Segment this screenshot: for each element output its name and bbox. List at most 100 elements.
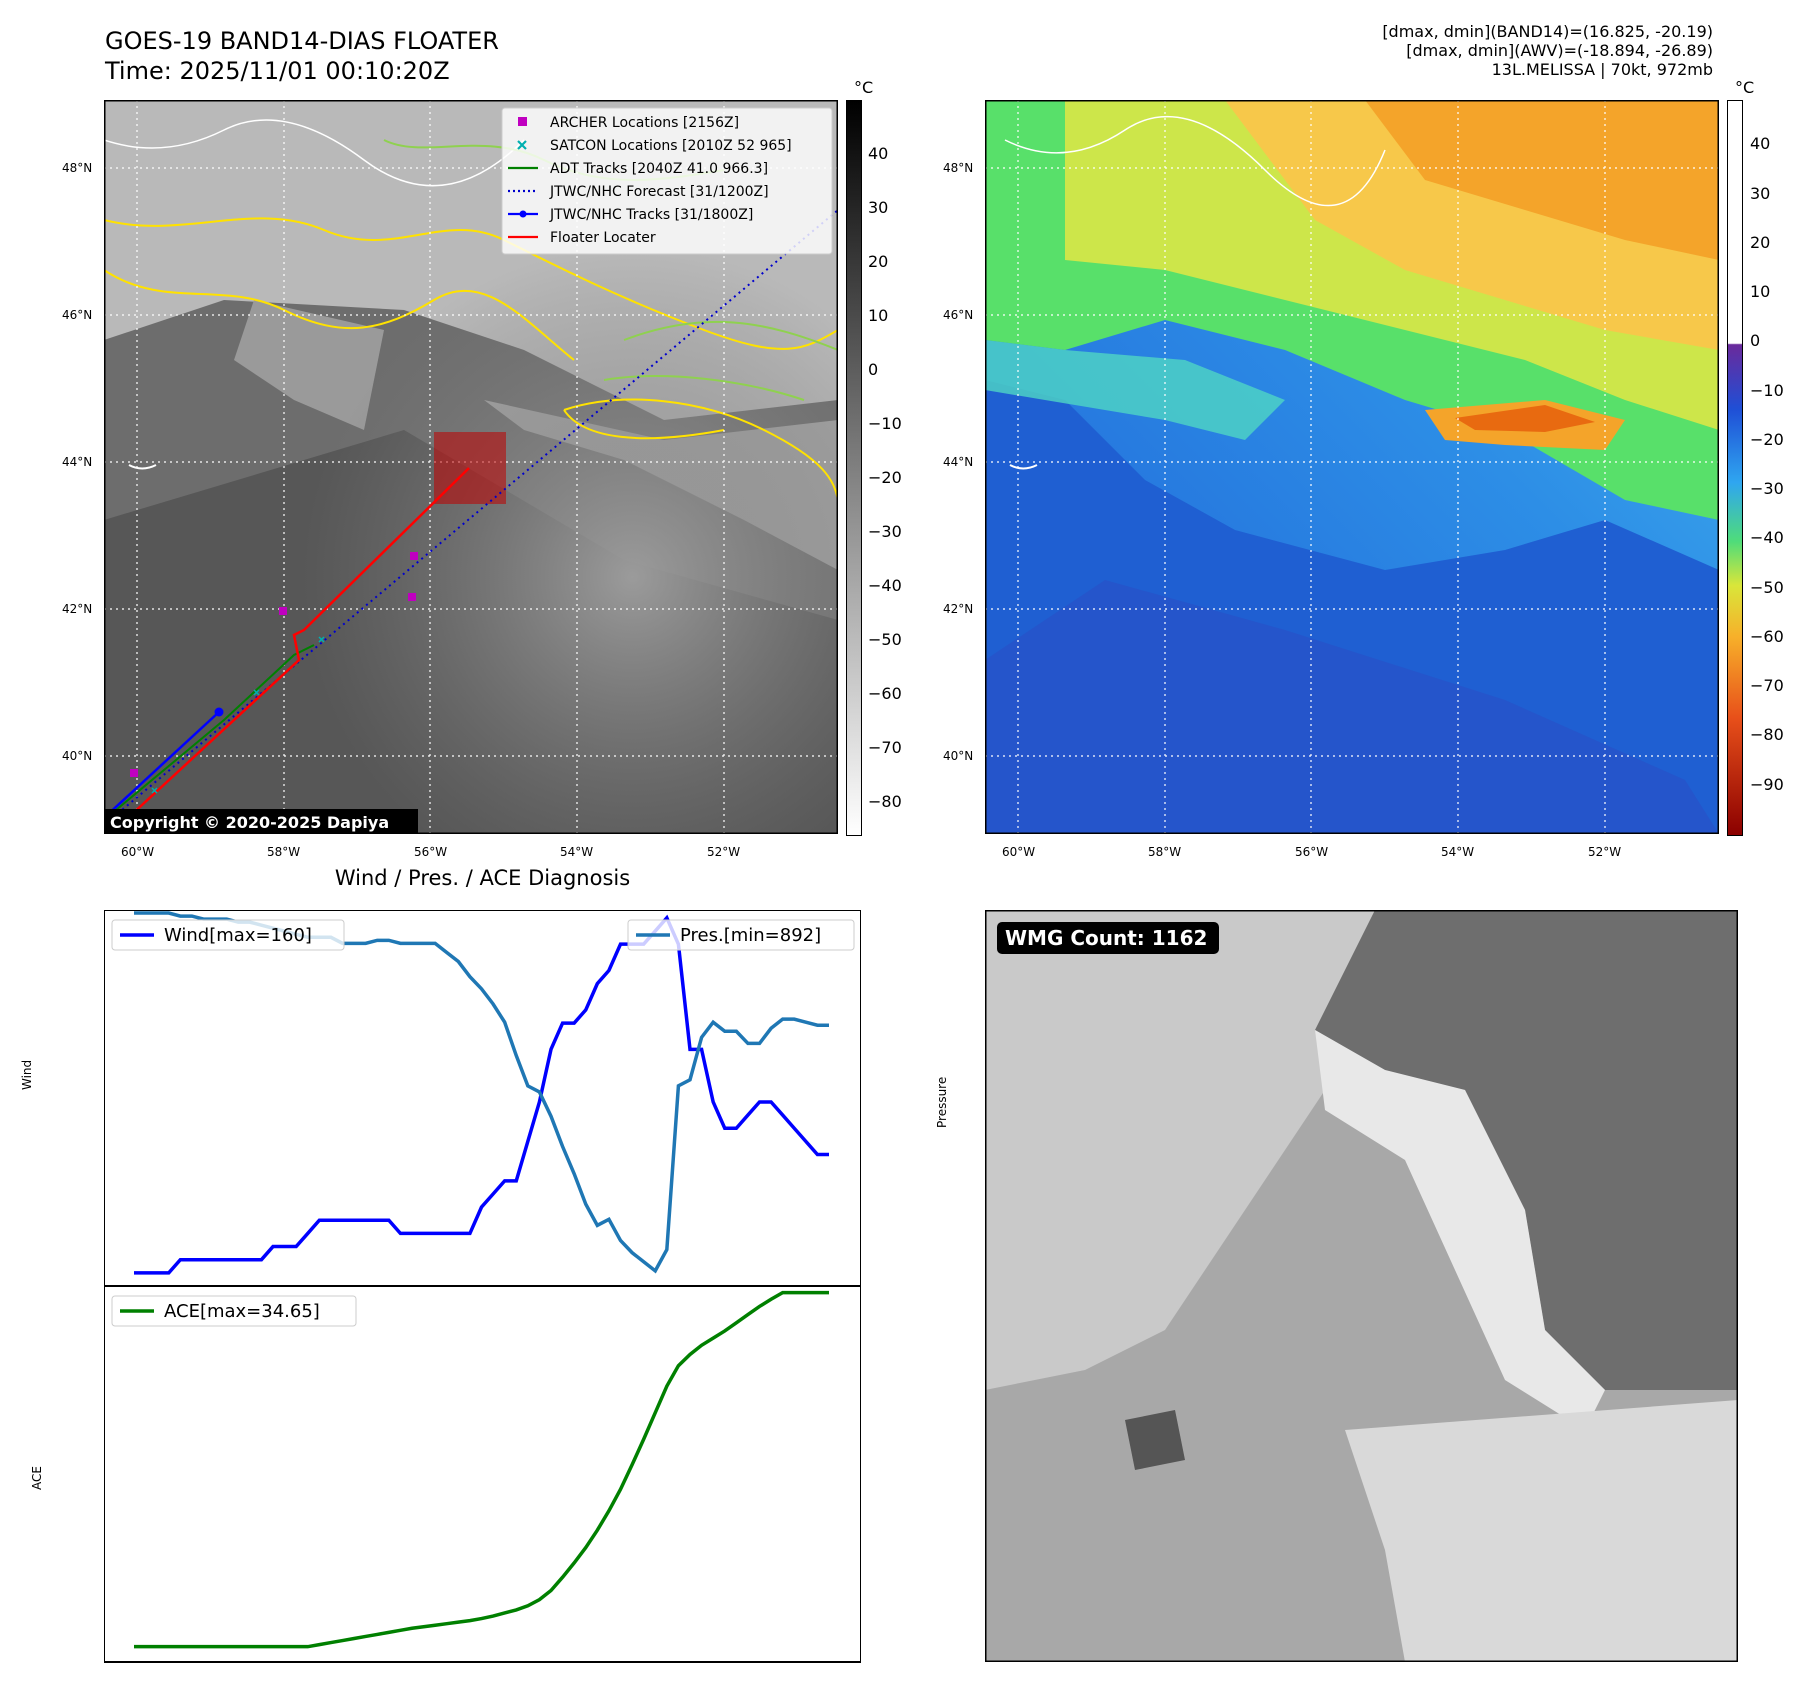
colorbar-tick: −10 (868, 413, 902, 433)
lat-tick: 46°N (62, 308, 93, 322)
lon-tick: 52°W (1588, 845, 1622, 859)
colorbar-unit: °C (854, 78, 874, 97)
satcon-points (151, 636, 325, 794)
nhc-track-point (214, 707, 224, 717)
colorbar-tick: −50 (1750, 577, 1784, 597)
colorbar-tick: −10 (1750, 380, 1784, 400)
colorbar-tick: −60 (868, 683, 902, 703)
legend-label: ADT Tracks [2040Z 41.0 966.3] (550, 161, 768, 177)
colorbar-tick: −20 (868, 467, 902, 487)
stats-storm: 13L.MELISSA | 70kt, 972mb (1491, 60, 1713, 79)
wmg-count: WMG Count: 1162 (1005, 926, 1207, 950)
legend-label: JTWC/NHC Tracks [31/1800Z] (549, 207, 753, 223)
lat-tick: 44°N (943, 455, 974, 469)
legend-box (111, 1295, 357, 1327)
archer-point (410, 552, 418, 560)
wmg-count-box (997, 922, 1219, 954)
colorbar-tick: 10 (868, 305, 889, 325)
ace-legend: ACE[max=34.65] (111, 1295, 357, 1327)
archer-point (130, 769, 138, 777)
legend-label: Floater Locater (550, 230, 656, 246)
lat-tick: 40°N (62, 749, 93, 763)
lat-tick: 44°N (62, 455, 93, 469)
lat-tick: 40°N (943, 749, 974, 763)
legend-item: JTWC/NHC Tracks [31/1800Z] (508, 207, 753, 223)
wmg-panel: WMG Count: 1162 (985, 910, 1738, 1662)
lat-tick: 48°N (943, 161, 974, 175)
archer-point (279, 607, 287, 615)
chart-time: Time: 2025/11/01 00:10:20Z (105, 57, 450, 85)
grid-lines (985, 100, 1719, 834)
legend-label: JTWC/NHC Forecast [31/1200Z] (549, 184, 769, 200)
ace-axis-label: ACE (30, 1466, 44, 1490)
colorbar-tick: 0 (1750, 331, 1761, 351)
stats-awv: [dmax, dmin](AWV)=(-18.894, -26.89) (1406, 41, 1713, 60)
adt-track (104, 644, 315, 821)
ace-line (134, 1290, 829, 1649)
pressure-legend: Pres.[min=892] (627, 919, 855, 951)
floater-locater-track (108, 467, 470, 834)
legend-label: ACE[max=34.65] (164, 1301, 320, 1322)
lon-tick: 54°W (1441, 845, 1475, 859)
stats-block: [dmax, dmin](BAND14)=(16.825, -20.19) [d… (1013, 22, 1713, 79)
ir-satellite-map: ARCHER Locations [2156Z] SATCON Locations… (104, 100, 838, 834)
colorbar-tick: −50 (868, 629, 902, 649)
colorbar-tick: 20 (868, 251, 889, 271)
legend-marker (517, 140, 527, 150)
lon-tick: 54°W (560, 845, 594, 859)
colorbar-tick: −30 (1750, 479, 1784, 499)
ir-colorbar (846, 100, 862, 836)
legend-item: ADT Tracks [2040Z 41.0 966.3] (508, 161, 768, 177)
wind-line (134, 914, 829, 1275)
lat-tick: 42°N (943, 602, 974, 616)
wind-legend: Wind[max=160] (111, 919, 345, 951)
legend-item: JTWC/NHC Forecast [31/1200Z] (508, 184, 769, 200)
legend-marker (518, 117, 527, 126)
ace-panel (104, 1285, 861, 1663)
lon-tick: 60°W (121, 845, 155, 859)
lat-tick: 46°N (943, 308, 974, 322)
colorbar-tick: −80 (868, 791, 902, 811)
colorbar-tick: −60 (1750, 626, 1784, 646)
lat-tick: 42°N (62, 602, 93, 616)
lon-tick: 52°W (707, 845, 741, 859)
legend-label: Wind[max=160] (164, 925, 312, 946)
lat-tick: 48°N (62, 161, 93, 175)
colorbar-tick: 30 (868, 197, 889, 217)
stats-band14: [dmax, dmin](BAND14)=(16.825, -20.19) (1382, 22, 1713, 41)
colorbar-tick: −90 (1750, 774, 1784, 794)
diagnosis-chart: 16014012010080604020 1000980960940920900… (104, 910, 861, 1663)
nhc-track (104, 711, 220, 819)
legend-label: SATCON Locations [2010Z 52 965] (550, 138, 792, 154)
legend: ARCHER Locations [2156Z] SATCON Locations… (501, 107, 833, 255)
colorbar-tick: 40 (1750, 134, 1771, 154)
colorbar-tick: 20 (1750, 232, 1771, 252)
colorbar-tick: 10 (1750, 282, 1771, 302)
copyright-text: Copyright © 2020-2025 Dapiya (110, 813, 389, 832)
colorbar-tick: 40 (868, 143, 889, 163)
color-ir-colorbar (1727, 100, 1743, 836)
colorbar-tick: −40 (1750, 528, 1784, 548)
colorbar-tick: −80 (1750, 725, 1784, 745)
colorbar-unit: °C (1735, 78, 1755, 97)
colorbar-tick: −70 (868, 737, 902, 757)
lon-tick: 58°W (267, 845, 301, 859)
color-ir-map (985, 100, 1719, 834)
legend-marker-dot (519, 210, 527, 218)
diagnosis-title: Wind / Pres. / ACE Diagnosis (334, 866, 631, 890)
legend-label: ARCHER Locations [2156Z] (550, 115, 739, 131)
lon-tick: 60°W (1002, 845, 1036, 859)
colorbar-tick: 0 (868, 359, 879, 379)
colorbar-tick: −20 (1750, 429, 1784, 449)
legend-item: SATCON Locations [2010Z 52 965] (517, 138, 792, 154)
legend-item: Floater Locater (508, 230, 656, 246)
copyright-box (104, 809, 418, 834)
legend-label: Pres.[min=892] (680, 925, 821, 946)
legend-box (627, 919, 855, 951)
legend-box (111, 919, 345, 951)
colorbar-tick: −30 (868, 521, 902, 541)
wind-pres-panel (104, 910, 861, 1287)
wind-axis-label: Wind (20, 1059, 34, 1090)
legend-item: ARCHER Locations [2156Z] (518, 115, 739, 131)
lon-tick: 56°W (414, 845, 448, 859)
